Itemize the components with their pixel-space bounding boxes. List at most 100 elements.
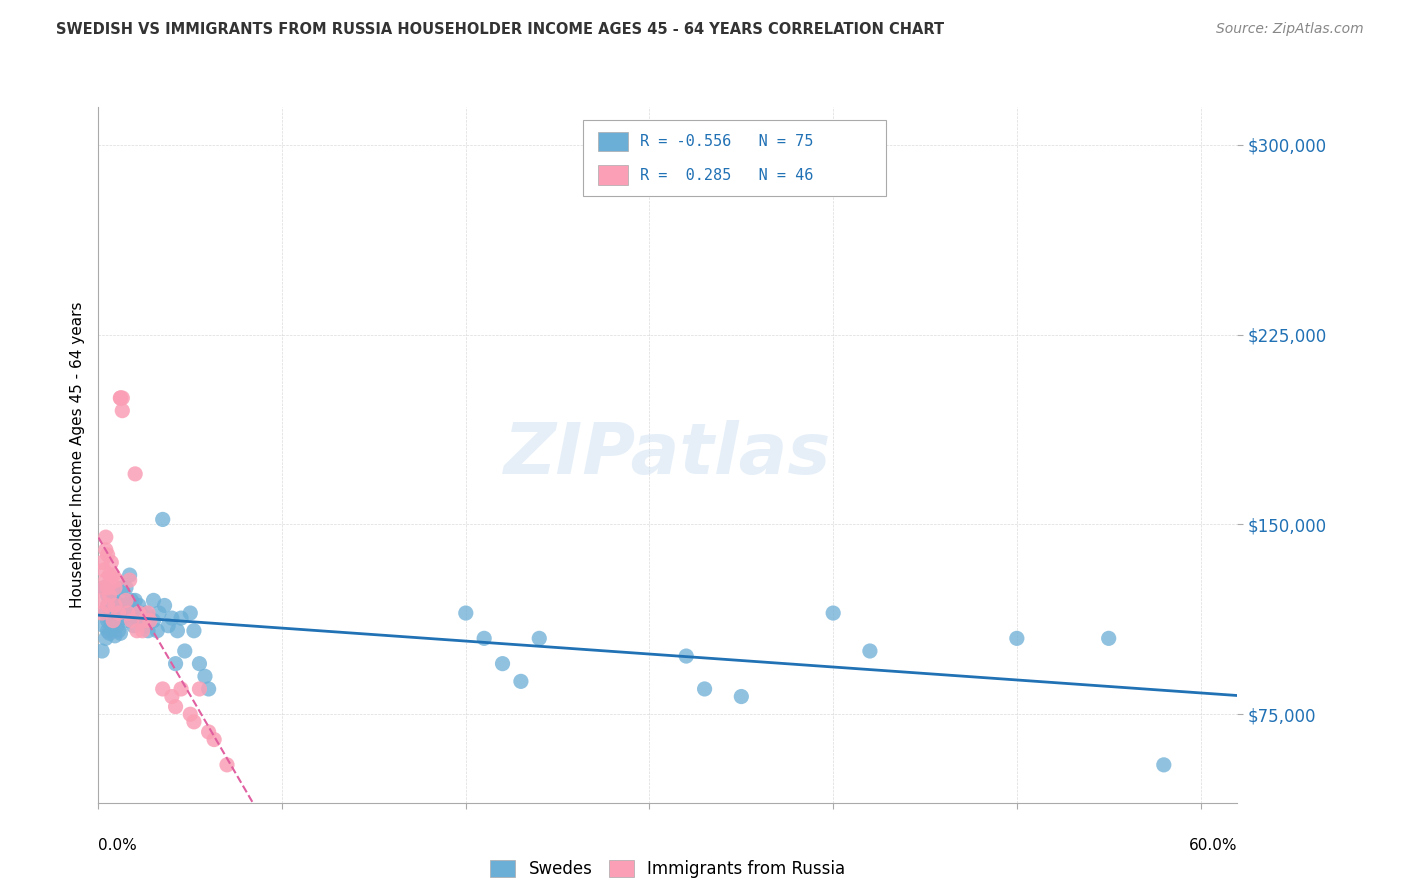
Point [136,606,159,620]
Point [100,556,122,570]
Point [134,614,156,628]
Point [104,608,127,623]
Point [170,681,193,696]
Point [104,599,127,613]
Point [101,568,124,582]
Point [823,606,845,620]
Text: R =  0.285   N = 46: R = 0.285 N = 46 [640,168,813,183]
Point [97,548,120,562]
Point [94,606,117,620]
Point [100,575,122,590]
Point [100,603,122,617]
Point [173,644,195,658]
Point [101,601,124,615]
Point [148,606,170,620]
Point [97,614,120,628]
Point [93,618,115,632]
Point [111,581,134,595]
Point [117,606,139,620]
Point [98,568,121,582]
Point [165,657,187,671]
Point [112,593,135,607]
Point [454,606,477,620]
Point [97,599,120,613]
Point [98,611,121,625]
Point [98,626,121,640]
Point [94,530,117,544]
Text: SWEDISH VS IMMIGRANTS FROM RUSSIA HOUSEHOLDER INCOME AGES 45 - 64 YEARS CORRELAT: SWEDISH VS IMMIGRANTS FROM RUSSIA HOUSEH… [56,22,945,37]
Text: 60.0%: 60.0% [1189,838,1237,854]
Point [111,611,134,625]
Point [93,563,115,577]
Point [98,588,121,602]
Point [94,573,117,587]
Point [107,624,129,638]
Point [97,588,120,602]
Point [100,621,122,635]
Point [183,714,205,729]
Point [491,657,513,671]
Point [93,581,115,595]
Point [100,593,122,607]
Point [1153,757,1175,772]
Point [94,632,117,646]
Point [97,581,120,595]
Point [97,599,120,613]
Point [124,467,146,481]
Point [121,593,143,607]
Point [89,593,111,607]
Point [117,614,139,628]
Point [104,629,127,643]
Point [215,757,238,772]
Point [118,573,141,587]
Point [125,611,148,625]
Point [104,581,127,595]
Point [131,624,153,638]
Text: Source: ZipAtlas.com: Source: ZipAtlas.com [1216,22,1364,37]
Point [101,586,124,600]
Point [139,614,162,628]
Point [110,391,132,405]
Point [129,606,152,620]
Point [101,614,124,628]
Point [110,391,132,405]
Point [859,644,882,658]
Point [125,624,148,638]
Point [188,657,211,671]
Point [183,624,205,638]
Point [112,599,135,613]
Point [128,606,150,620]
Point [166,624,188,638]
Point [107,606,129,620]
Point [157,618,180,632]
Point [115,603,138,617]
Point [121,614,143,628]
Point [1005,632,1028,646]
Point [122,618,145,632]
Point [105,596,128,610]
Point [111,403,134,417]
Point [202,732,225,747]
Point [115,581,138,595]
Point [91,606,114,620]
Point [179,606,201,620]
Point [101,616,124,631]
Point [107,606,129,620]
Point [188,681,211,696]
Point [135,606,157,620]
Point [97,624,120,638]
Point [134,618,156,632]
Point [179,707,201,722]
Point [118,568,141,582]
Point [105,618,128,632]
Point [110,626,132,640]
Point [94,542,117,557]
Point [124,593,146,607]
Point [153,599,176,613]
Point [675,648,697,663]
Point [124,606,146,620]
Text: 0.0%: 0.0% [98,838,138,854]
Y-axis label: Householder Income Ages 45 - 64 years: Householder Income Ages 45 - 64 years [69,301,84,608]
Point [165,699,187,714]
Point [136,624,159,638]
